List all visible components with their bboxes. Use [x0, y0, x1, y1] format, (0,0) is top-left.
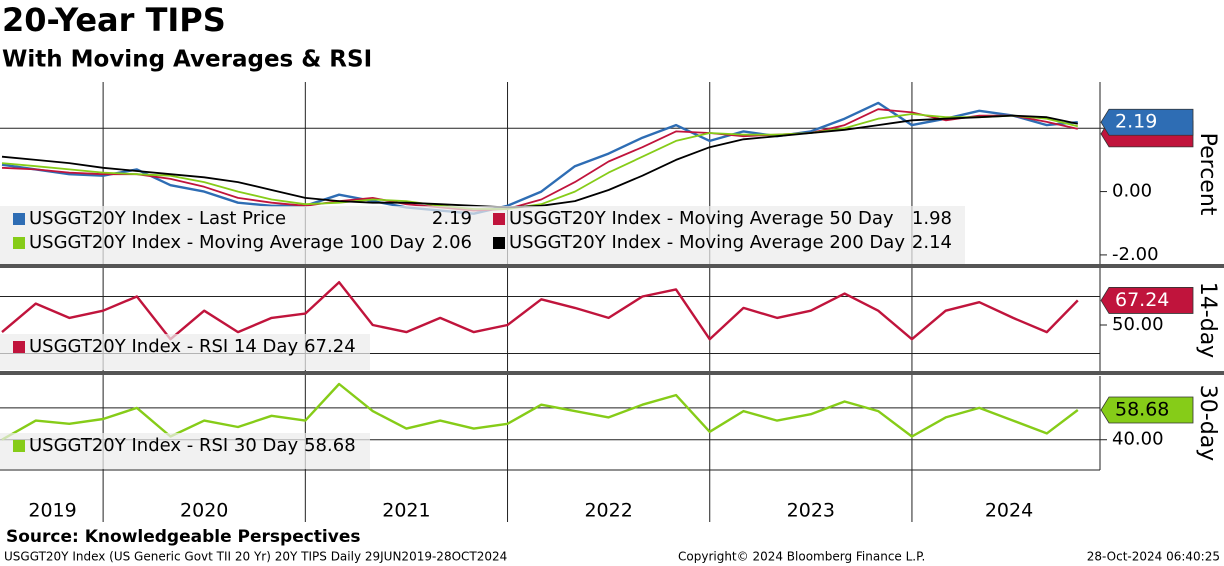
legend-value: 2.14 — [912, 232, 952, 253]
x-tick-label: 2019 — [28, 500, 76, 522]
value-badge-label: 58.68 — [1115, 398, 1169, 420]
legend-value: 2.19 — [432, 208, 472, 229]
x-tick-label: 2023 — [787, 500, 835, 522]
x-tick-label: 2021 — [382, 500, 430, 522]
value-badge — [1100, 108, 1194, 136]
value-badge-label: 2.19 — [1115, 111, 1157, 133]
legend-value: 67.24 — [304, 336, 356, 357]
value-badge-label: 67.24 — [1115, 289, 1169, 311]
legend-value: 2.06 — [432, 232, 472, 253]
legend-box — [0, 433, 370, 469]
legend-swatch — [493, 237, 505, 249]
value-badge — [1100, 287, 1194, 314]
legend-value: 58.68 — [304, 435, 356, 456]
legend-box — [0, 334, 370, 370]
value-badge — [1100, 396, 1194, 424]
legend-swatch — [13, 213, 25, 225]
series-line — [1, 101, 1078, 215]
panel-separator — [0, 371, 1224, 375]
y-tick-label: -2.00 — [1112, 244, 1159, 265]
y-axis-label: Percent — [1195, 133, 1220, 216]
x-tick-label: 2022 — [584, 500, 632, 522]
panel-separator — [0, 264, 1224, 268]
footer-left: USGGT20Y Index (US Generic Govt TII 20 Y… — [4, 550, 507, 564]
series-line — [1, 108, 1078, 212]
legend-box — [0, 206, 965, 264]
legend-label: USGGT20Y Index - Moving Average 100 Day — [29, 232, 425, 253]
footer-center: Copyright© 2024 Bloomberg Finance L.P. — [678, 550, 925, 564]
chart-title: 20-Year TIPS — [2, 1, 226, 39]
legend-label: USGGT20Y Index - Moving Average 50 Day — [509, 208, 894, 229]
legend-swatch — [13, 440, 25, 452]
y-tick-label: 0.00 — [1112, 181, 1152, 202]
footer-right: 28-Oct-2024 06:40:25 — [1087, 550, 1220, 564]
x-tick-label: 2020 — [180, 500, 228, 522]
legend-label: USGGT20Y Index - Last Price — [29, 208, 286, 229]
legend-swatch — [13, 341, 25, 353]
legend-swatch — [493, 213, 505, 225]
series-line — [1, 114, 1078, 209]
y-axis-label: 14-day — [1195, 282, 1220, 358]
series-line — [1, 281, 1079, 341]
x-tick-label: 2024 — [985, 500, 1033, 522]
legend-label: USGGT20Y Index - RSI 30 Day — [29, 435, 298, 456]
chart-subtitle: With Moving Averages & RSI — [2, 47, 372, 73]
legend-value: 1.98 — [912, 208, 952, 229]
source: Source: Knowledgeable Perspectives — [6, 527, 361, 547]
y-tick-label: 40.00 — [1112, 429, 1164, 450]
legend-label: USGGT20Y Index - RSI 14 Day — [29, 336, 298, 357]
legend-label: USGGT20Y Index - Moving Average 200 Day — [509, 232, 905, 253]
legend-swatch — [13, 237, 25, 249]
y-axis-label: 30-day — [1195, 385, 1220, 461]
series-line — [1, 382, 1079, 441]
y-tick-label: 50.00 — [1112, 314, 1164, 335]
series-line — [1, 113, 1079, 210]
